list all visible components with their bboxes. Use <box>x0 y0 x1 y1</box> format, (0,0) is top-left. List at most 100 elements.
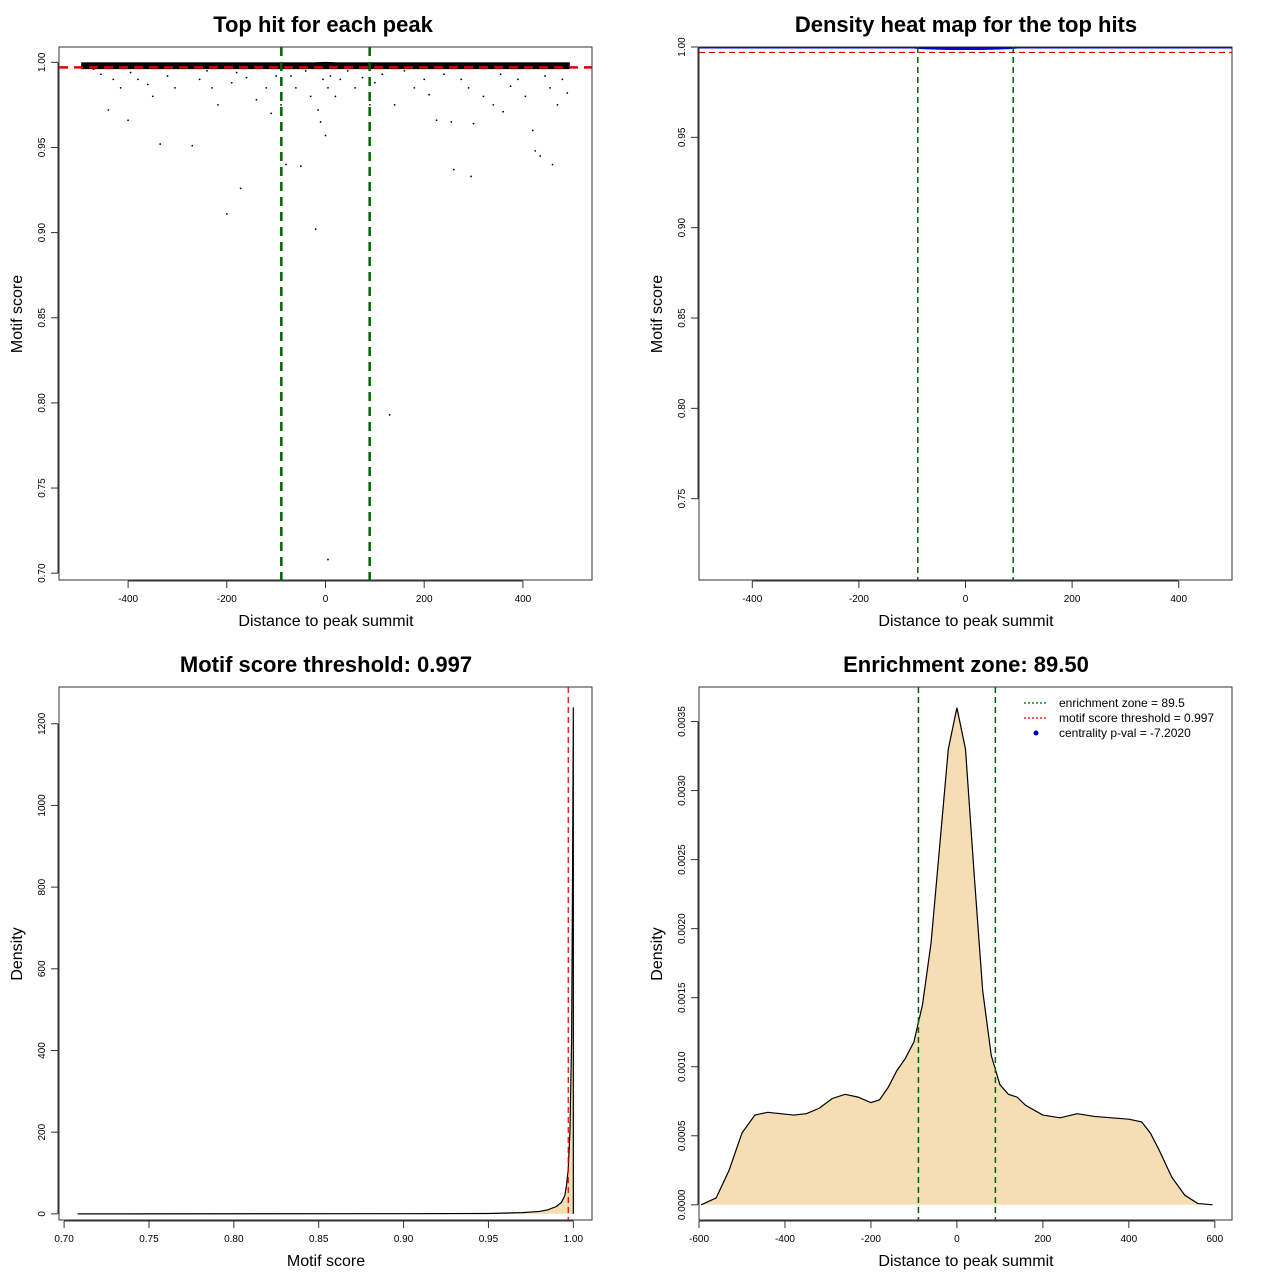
y-tick-label: 0.80 <box>677 398 688 418</box>
data-point <box>290 75 292 77</box>
data-point <box>544 75 547 77</box>
x-tick-label: 0.70 <box>54 1234 74 1245</box>
data-point <box>413 86 416 89</box>
legend-label: centrality p-val = -7.2020 <box>1059 726 1191 740</box>
data-point <box>322 78 324 81</box>
x-axis-label: Distance to peak summit <box>878 613 1054 630</box>
data-point <box>482 95 485 98</box>
data-point <box>452 168 455 171</box>
data-point <box>255 98 258 101</box>
x-tick-label: 0.90 <box>394 1234 414 1245</box>
panel-title: Top hit for each peak <box>213 12 433 37</box>
data-point <box>403 69 406 72</box>
data-point <box>314 228 317 231</box>
y-tick-label: 800 <box>37 878 48 895</box>
x-axis-label: Distance to peak summit <box>238 613 414 630</box>
x-tick-label: 0.85 <box>309 1234 329 1245</box>
data-point <box>509 85 512 88</box>
data-point <box>265 86 268 89</box>
x-tick-label: 400 <box>1120 1234 1137 1245</box>
plot-area: -400 -200 0 200 400 0.75 0.80 0.85 0.90 0.95 1.00 <box>677 37 1233 605</box>
y-tick-label: 1.00 <box>677 37 688 57</box>
x-tick-label: 200 <box>1064 594 1081 605</box>
data-point <box>502 110 505 113</box>
x-axis: 0.70 0.75 0.80 0.85 0.90 0.95 1.00 <box>54 1220 583 1245</box>
panel-top-hit-scatter: Top hit for each peak Distance to peak s… <box>9 12 593 630</box>
data-point <box>309 95 312 98</box>
y-axis: 0 200 400 600 800 1000 1200 <box>37 712 59 1217</box>
y-tick-label: 0.85 <box>677 308 688 328</box>
y-tick-label: 200 <box>37 1123 48 1140</box>
data-point <box>549 86 551 89</box>
data-point <box>206 69 208 72</box>
x-tick-label: 0.95 <box>479 1234 499 1245</box>
y-axis-label: Density <box>9 927 26 980</box>
data-point <box>112 78 115 81</box>
y-axis-label: Motif score <box>9 275 26 353</box>
y-tick-label: 0.80 <box>37 393 48 413</box>
data-point <box>107 109 110 111</box>
x-tick-label: 0 <box>963 594 969 605</box>
panel-title: Density heat map for the top hits <box>795 12 1137 37</box>
x-tick-label: 400 <box>1170 594 1187 605</box>
y-tick-label: 0.70 <box>37 563 48 583</box>
data-point <box>346 69 349 72</box>
plot-frame <box>698 46 1233 581</box>
plot-frame <box>58 46 593 581</box>
x-tick-label: 600 <box>1206 1234 1223 1245</box>
x-tick-label: 200 <box>416 594 433 605</box>
data-point <box>450 121 453 123</box>
data-point <box>339 78 342 81</box>
y-tick-label: 0.90 <box>677 218 688 238</box>
y-tick-label: 0.0015 <box>677 982 688 1013</box>
data-point <box>524 95 527 98</box>
x-tick-label: -200 <box>849 594 869 605</box>
y-tick-label: 400 <box>37 1042 48 1059</box>
data-point <box>127 119 129 122</box>
marks <box>700 687 1213 1220</box>
y-tick-label: 0.0005 <box>677 1120 688 1151</box>
x-tick-label: -400 <box>775 1234 795 1245</box>
data-point <box>373 81 376 84</box>
panel-density-heatmap: Density heat map for the top hits Distan… <box>649 12 1233 630</box>
y-tick-label: 0.0000 <box>677 1189 688 1220</box>
x-axis: -400 -200 0 200 400 <box>118 580 532 605</box>
data-point <box>159 143 162 145</box>
data-point <box>327 558 329 561</box>
plot-frame <box>698 686 1233 1221</box>
x-axis: -400 -200 0 200 400 <box>742 580 1187 605</box>
data-point <box>334 95 337 98</box>
data-point <box>539 155 542 157</box>
data-point <box>324 134 327 137</box>
data-point <box>100 73 102 76</box>
panel-title: Enrichment zone: 89.50 <box>843 652 1089 677</box>
data-point <box>294 86 297 89</box>
y-tick-label: 0.0030 <box>677 775 688 806</box>
data-point <box>467 86 470 89</box>
density-curve <box>77 707 574 1215</box>
data-point <box>435 119 438 122</box>
x-tick-label: -200 <box>217 594 237 605</box>
y-tick-label: 0.0010 <box>677 1051 688 1082</box>
x-tick-label: 0 <box>954 1234 960 1245</box>
density-curve <box>700 707 1213 1206</box>
data-point <box>566 92 569 94</box>
data-point <box>499 73 502 76</box>
legend-label: motif score threshold = 0.997 <box>1059 711 1214 725</box>
data-point <box>217 103 219 106</box>
data-point <box>285 163 287 166</box>
y-tick-label: 600 <box>37 960 48 977</box>
x-tick-label: 200 <box>1035 1234 1052 1245</box>
data-point <box>551 163 554 166</box>
y-tick-label: 0.90 <box>37 222 48 242</box>
data-point <box>92 68 95 71</box>
data-point <box>327 86 329 89</box>
data-point <box>191 144 194 147</box>
data-point <box>361 76 364 79</box>
data-point <box>388 413 391 416</box>
data-point <box>492 103 495 106</box>
y-tick-label: 0.0025 <box>677 844 688 875</box>
data-point <box>245 76 248 79</box>
density-fill <box>701 707 1213 1205</box>
